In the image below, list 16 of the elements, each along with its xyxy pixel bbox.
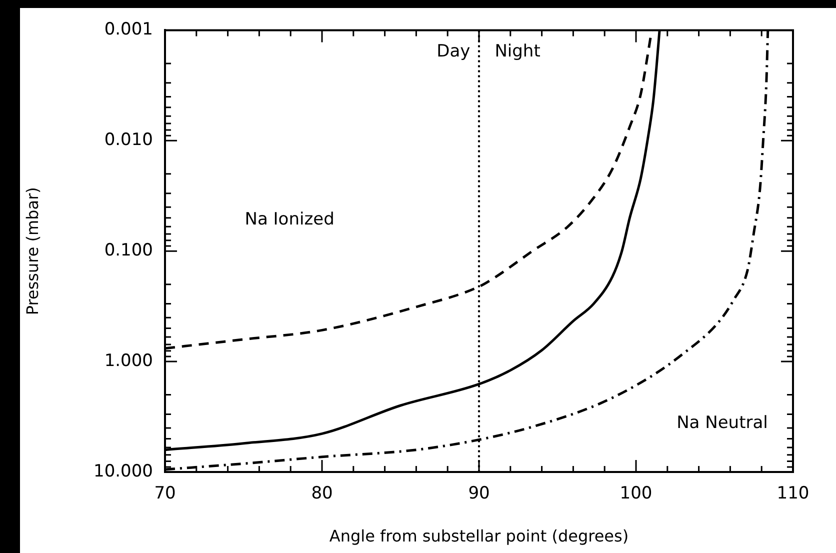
annotation: Day xyxy=(436,42,470,62)
y-tick-label: 0.010 xyxy=(104,130,153,150)
y-tick-label: 10.000 xyxy=(94,461,153,482)
x-tick-label: 70 xyxy=(154,484,176,504)
y-axis-title: Pressure (mbar) xyxy=(22,187,42,316)
x-tick-label: 90 xyxy=(468,484,490,504)
y-tick-label: 0.100 xyxy=(104,240,153,261)
annotation: Na Ionized xyxy=(244,210,334,230)
x-tick-label: 80 xyxy=(311,484,333,504)
annotation: Na Neutral xyxy=(676,412,768,433)
x-tick-label: 110 xyxy=(776,484,810,504)
annotation: Night xyxy=(494,42,541,62)
x-axis-title: Angle from substellar point (degrees) xyxy=(329,526,629,546)
y-tick-label: 0.001 xyxy=(104,20,153,40)
y-tick-label: 1.000 xyxy=(104,350,153,371)
x-tick-label: 100 xyxy=(620,484,652,504)
